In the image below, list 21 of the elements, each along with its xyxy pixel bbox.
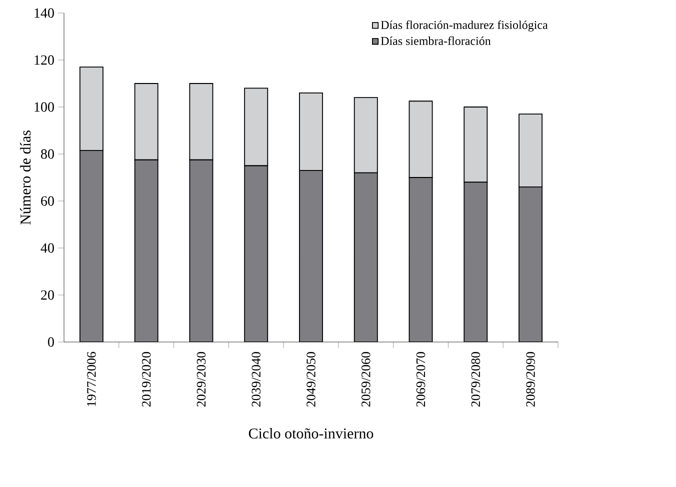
legend-label: Días floración-madurez fisiológica — [380, 20, 548, 32]
x-tick-label: 2059/2060 — [362, 352, 370, 407]
y-tick-label: 40 — [40, 243, 54, 253]
x-tick-label: 2039/2040 — [252, 352, 260, 407]
legend-label: Días siembra-floración — [380, 36, 491, 45]
y-tick-label: 140 — [34, 8, 54, 18]
x-tick-label: 2069/2070 — [416, 352, 426, 407]
y-tick-label: 20 — [41, 290, 54, 300]
y-axis-title: Número de días — [20, 130, 31, 225]
y-tick-label: 80 — [41, 149, 54, 159]
y-tick-label: 120 — [34, 55, 54, 65]
x-tick-label: 2019/2020 — [142, 352, 151, 407]
y-tick-label: 0 — [48, 337, 54, 347]
x-tick-label: 2079/2080 — [471, 352, 480, 407]
y-tick-label: 100 — [34, 102, 54, 112]
x-tick-label: 1977/2006 — [87, 352, 96, 406]
x-axis-title: Ciclo otoño-invierno — [248, 428, 374, 439]
x-tick-label: 2029/2030 — [196, 352, 206, 407]
x-tick-label: 2089/2090 — [526, 352, 535, 407]
y-tick-label: 60 — [41, 196, 54, 206]
x-tick-label: 2049/2050 — [306, 352, 316, 407]
